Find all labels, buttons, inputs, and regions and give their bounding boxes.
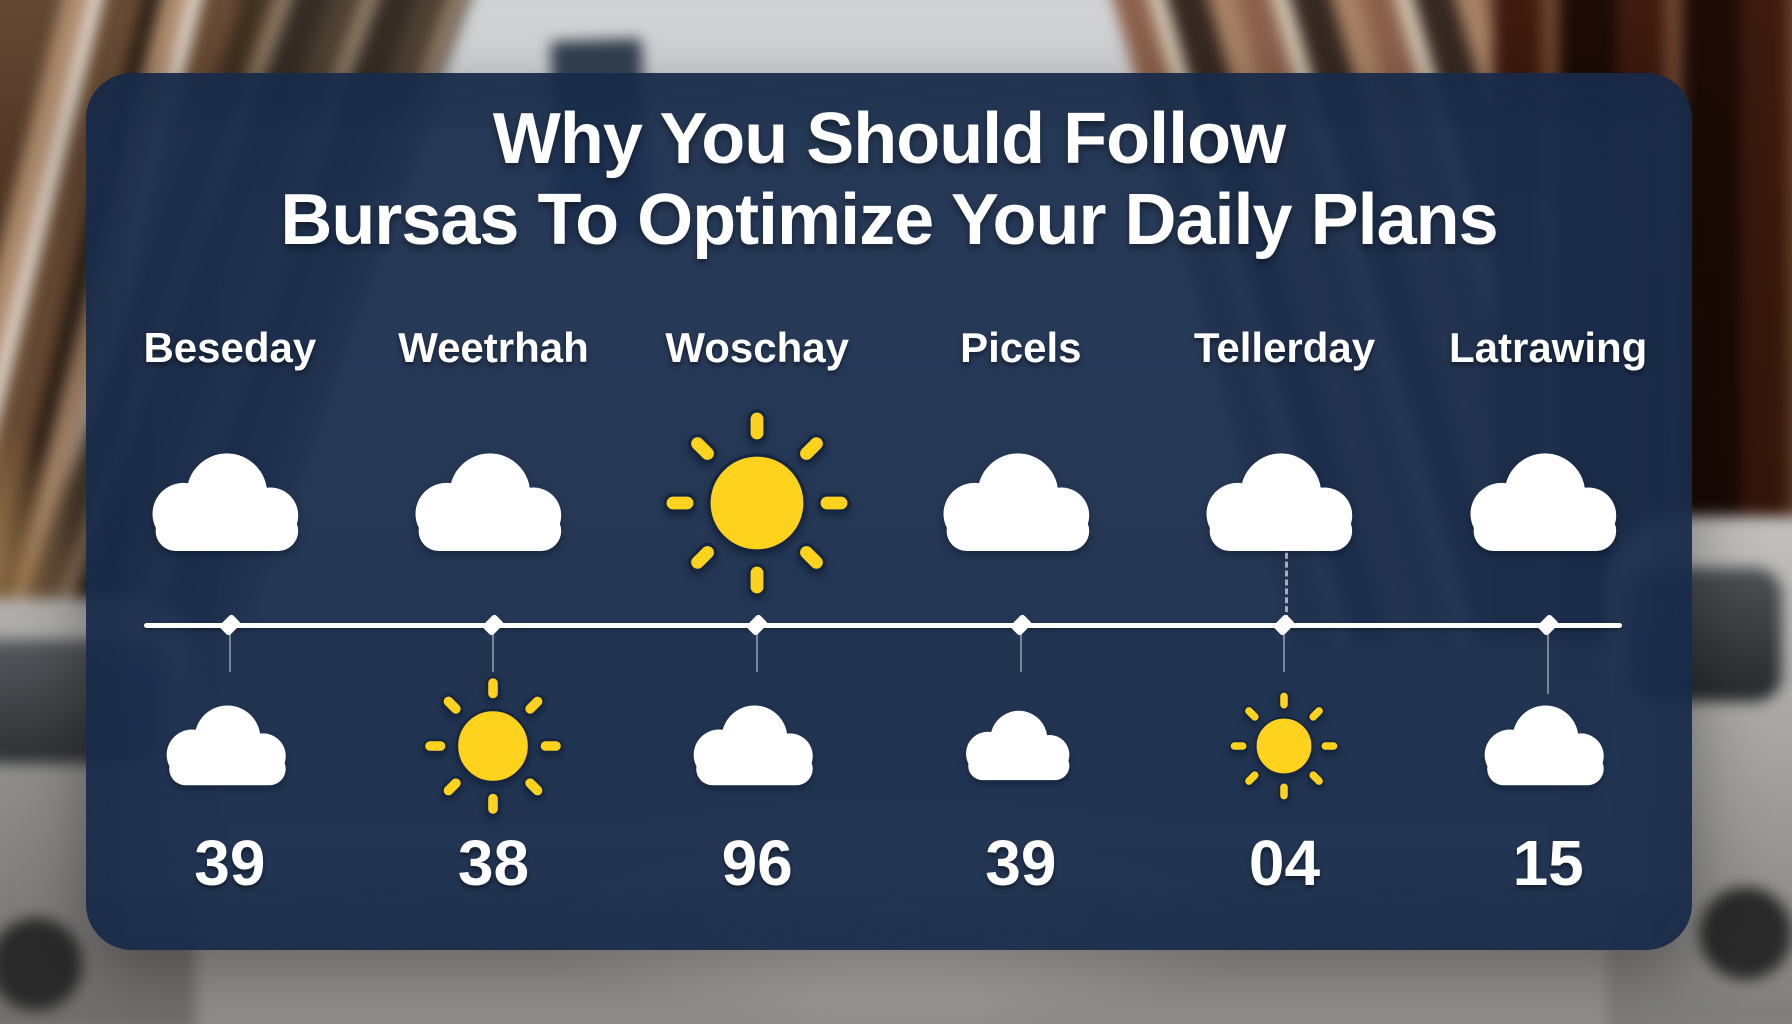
- day-label: Picels: [960, 324, 1082, 371]
- cloud-icon: [400, 447, 586, 559]
- cloud-icon: [1472, 700, 1624, 792]
- car-wheel: [1699, 886, 1792, 980]
- car-wheel: [0, 917, 83, 1011]
- connector-line: [756, 630, 759, 672]
- morning-icons-row: [98, 403, 1680, 597]
- cloud-icon: [1455, 447, 1641, 559]
- temperature-value: 39: [194, 827, 266, 899]
- connector-line: [228, 630, 231, 672]
- temperature-value: 96: [721, 827, 793, 899]
- connector-line: [492, 630, 495, 672]
- day-label: Tellerday: [1193, 324, 1376, 371]
- day-label: Beseday: [143, 324, 317, 371]
- day-label: Woschay: [665, 324, 849, 371]
- temperature-value: 04: [1248, 827, 1321, 899]
- timeline: [144, 623, 1622, 628]
- day-labels-row: Beseday Weetrhah Woschay Picels Tellerda…: [98, 319, 1680, 377]
- temperature-value: 15: [1512, 827, 1584, 899]
- day-label: Weetrhah: [398, 324, 589, 371]
- connector-line: [1019, 630, 1022, 672]
- connector-line: [1283, 630, 1286, 672]
- temperature-value: 38: [457, 827, 530, 899]
- sun-icon: [1225, 687, 1343, 805]
- sun-icon: [418, 671, 568, 821]
- panel-title: Why You Should Follow Bursas To Optimize…: [86, 99, 1692, 260]
- cloud-icon: [681, 700, 833, 792]
- sun-icon: [657, 403, 857, 603]
- evening-icons-row: [98, 663, 1680, 828]
- cloud-icon: [955, 706, 1087, 786]
- temperature-value: 39: [985, 827, 1057, 899]
- day-label: Latrawing: [1448, 324, 1648, 371]
- forecast-panel: Why You Should Follow Bursas To Optimize…: [86, 73, 1692, 950]
- temperature-values-row: 39 38 96 39 04 15: [98, 823, 1680, 903]
- connector-line: [1547, 630, 1550, 694]
- cloud-icon: [928, 447, 1114, 559]
- cloud-icon: [137, 447, 323, 559]
- timeline-connectors: [98, 630, 1680, 720]
- cloud-icon: [1191, 447, 1377, 559]
- cloud-icon: [154, 700, 306, 792]
- title-line-1: Why You Should Follow: [492, 99, 1286, 179]
- dashed-connector: [1284, 535, 1288, 621]
- title-line-2: Bursas To Optimize Your Daily Plans: [280, 179, 1498, 260]
